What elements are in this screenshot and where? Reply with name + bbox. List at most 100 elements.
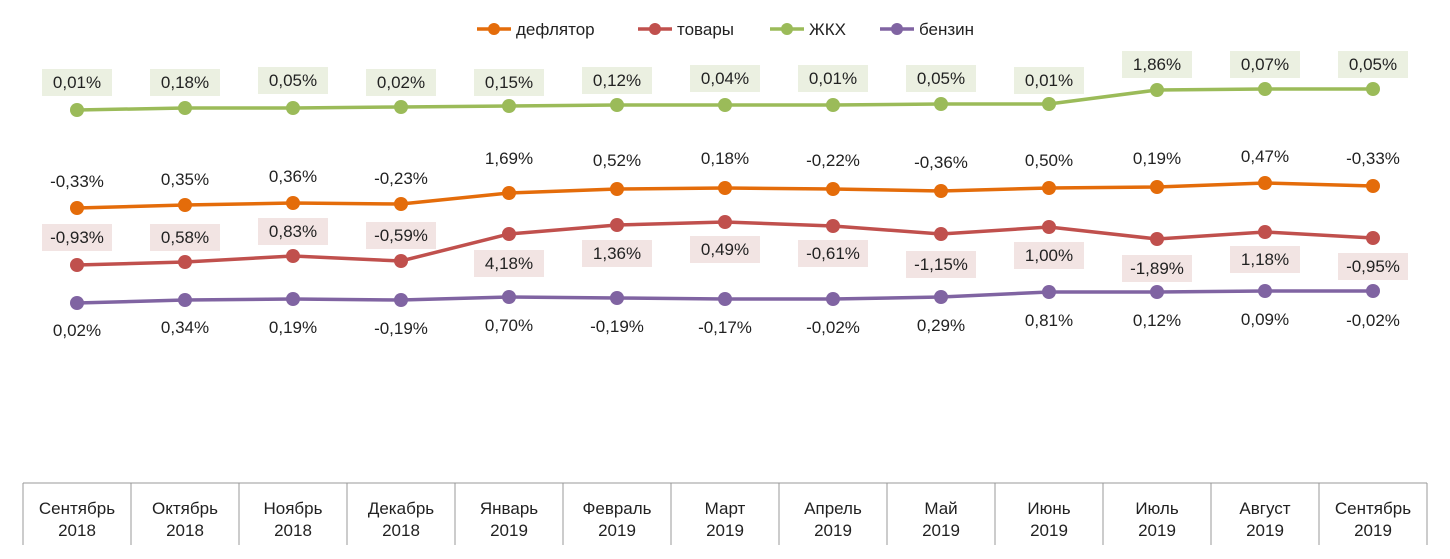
data-label-background	[1014, 242, 1084, 269]
data-point	[1366, 82, 1380, 96]
data-label: -0,02%	[806, 318, 860, 337]
data-point	[610, 182, 624, 196]
data-label: 1,00%	[1025, 246, 1073, 265]
x-tick-label: Январь 2019	[480, 499, 538, 540]
data-point	[1042, 285, 1056, 299]
data-label: -0,33%	[50, 172, 104, 191]
x-tick-label: Июль 2019	[1135, 499, 1179, 540]
data-label: 0,19%	[269, 318, 317, 337]
data-label-background	[42, 69, 112, 96]
data-label-background	[150, 69, 220, 96]
data-point	[70, 201, 84, 215]
data-label: 0,09%	[1241, 310, 1289, 329]
data-label: 0,07%	[1241, 55, 1289, 74]
data-label: -0,95%	[1346, 257, 1400, 276]
data-label-background	[474, 250, 544, 277]
data-label: 0,83%	[269, 222, 317, 241]
data-point	[718, 98, 732, 112]
x-tick-label: Февраль 2019	[582, 499, 651, 540]
legend-label: ЖКХ	[809, 20, 846, 39]
x-tick-label: Сентябрь 2019	[1335, 499, 1411, 540]
legend-marker	[488, 23, 500, 35]
data-point	[610, 291, 624, 305]
data-label: 0,47%	[1241, 147, 1289, 166]
data-label-background	[258, 218, 328, 245]
series-2: 0,01% 0,18% 0,05% 0,02% 0,15% 0,12% 0,04% 0,01%…	[42, 51, 1408, 117]
series-1: -0,93% 0,58% 0,83% -0,59% 4,18% 1,36% 0,49% -0,…	[42, 215, 1408, 282]
legend-label: бензин	[919, 20, 974, 39]
data-label: 1,86%	[1133, 55, 1181, 74]
data-label-background	[474, 69, 544, 96]
data-point	[394, 100, 408, 114]
data-label-background	[1230, 246, 1300, 273]
data-point	[178, 255, 192, 269]
data-point	[1258, 284, 1272, 298]
data-point	[502, 227, 516, 241]
data-label: 4,18%	[485, 254, 533, 273]
data-label-background	[366, 222, 436, 249]
data-point	[502, 290, 516, 304]
data-label: 0,12%	[593, 71, 641, 90]
legend-label: товары	[677, 20, 734, 39]
data-label: 0,50%	[1025, 151, 1073, 170]
data-label: 0,15%	[485, 73, 533, 92]
data-label: -0,19%	[374, 319, 428, 338]
data-label: 0,29%	[917, 316, 965, 335]
data-point	[718, 181, 732, 195]
data-point	[394, 197, 408, 211]
data-label-background	[1122, 51, 1192, 78]
data-label-background	[906, 65, 976, 92]
data-point	[826, 182, 840, 196]
data-point	[1366, 179, 1380, 193]
data-label-background	[690, 65, 760, 92]
data-point	[1150, 232, 1164, 246]
legend-marker	[781, 23, 793, 35]
data-label-background	[1338, 51, 1408, 78]
data-label: 0,02%	[377, 73, 425, 92]
data-point	[718, 292, 732, 306]
data-point	[826, 98, 840, 112]
data-label: 0,52%	[593, 151, 641, 170]
data-point	[178, 293, 192, 307]
data-point	[934, 227, 948, 241]
data-point	[1258, 176, 1272, 190]
data-label-background	[690, 236, 760, 263]
data-label: -0,02%	[1346, 311, 1400, 330]
data-point	[610, 98, 624, 112]
data-point	[826, 292, 840, 306]
data-label-background	[366, 69, 436, 96]
legend-item: бензин	[880, 20, 974, 39]
data-label: 0,70%	[485, 316, 533, 335]
data-label: -0,59%	[374, 226, 428, 245]
data-label: 1,18%	[1241, 250, 1289, 269]
data-label: 0,49%	[701, 240, 749, 259]
data-label: -0,22%	[806, 151, 860, 170]
data-label-background	[42, 224, 112, 251]
x-tick-label: Декабрь 2018	[368, 499, 434, 540]
x-tick-label: Май 2019	[922, 499, 960, 540]
data-point	[934, 184, 948, 198]
data-label-background	[1122, 255, 1192, 282]
data-label-background	[1230, 51, 1300, 78]
data-point	[286, 196, 300, 210]
data-point	[1366, 284, 1380, 298]
data-point	[1150, 180, 1164, 194]
data-point	[1150, 285, 1164, 299]
data-label: -0,23%	[374, 169, 428, 188]
data-label: 0,02%	[53, 321, 101, 340]
data-point	[70, 258, 84, 272]
data-point	[826, 219, 840, 233]
data-label-background	[906, 251, 976, 278]
legend-label: дефлятор	[516, 20, 595, 39]
data-label: -1,89%	[1130, 259, 1184, 278]
x-tick-label: Июнь 2019	[1027, 499, 1070, 540]
data-label: 0,05%	[1349, 55, 1397, 74]
data-label: -0,19%	[590, 317, 644, 336]
data-label-background	[150, 224, 220, 251]
data-label: -0,36%	[914, 153, 968, 172]
data-point	[502, 99, 516, 113]
data-label-background	[258, 67, 328, 94]
data-label: -1,15%	[914, 255, 968, 274]
data-label: 0,58%	[161, 228, 209, 247]
